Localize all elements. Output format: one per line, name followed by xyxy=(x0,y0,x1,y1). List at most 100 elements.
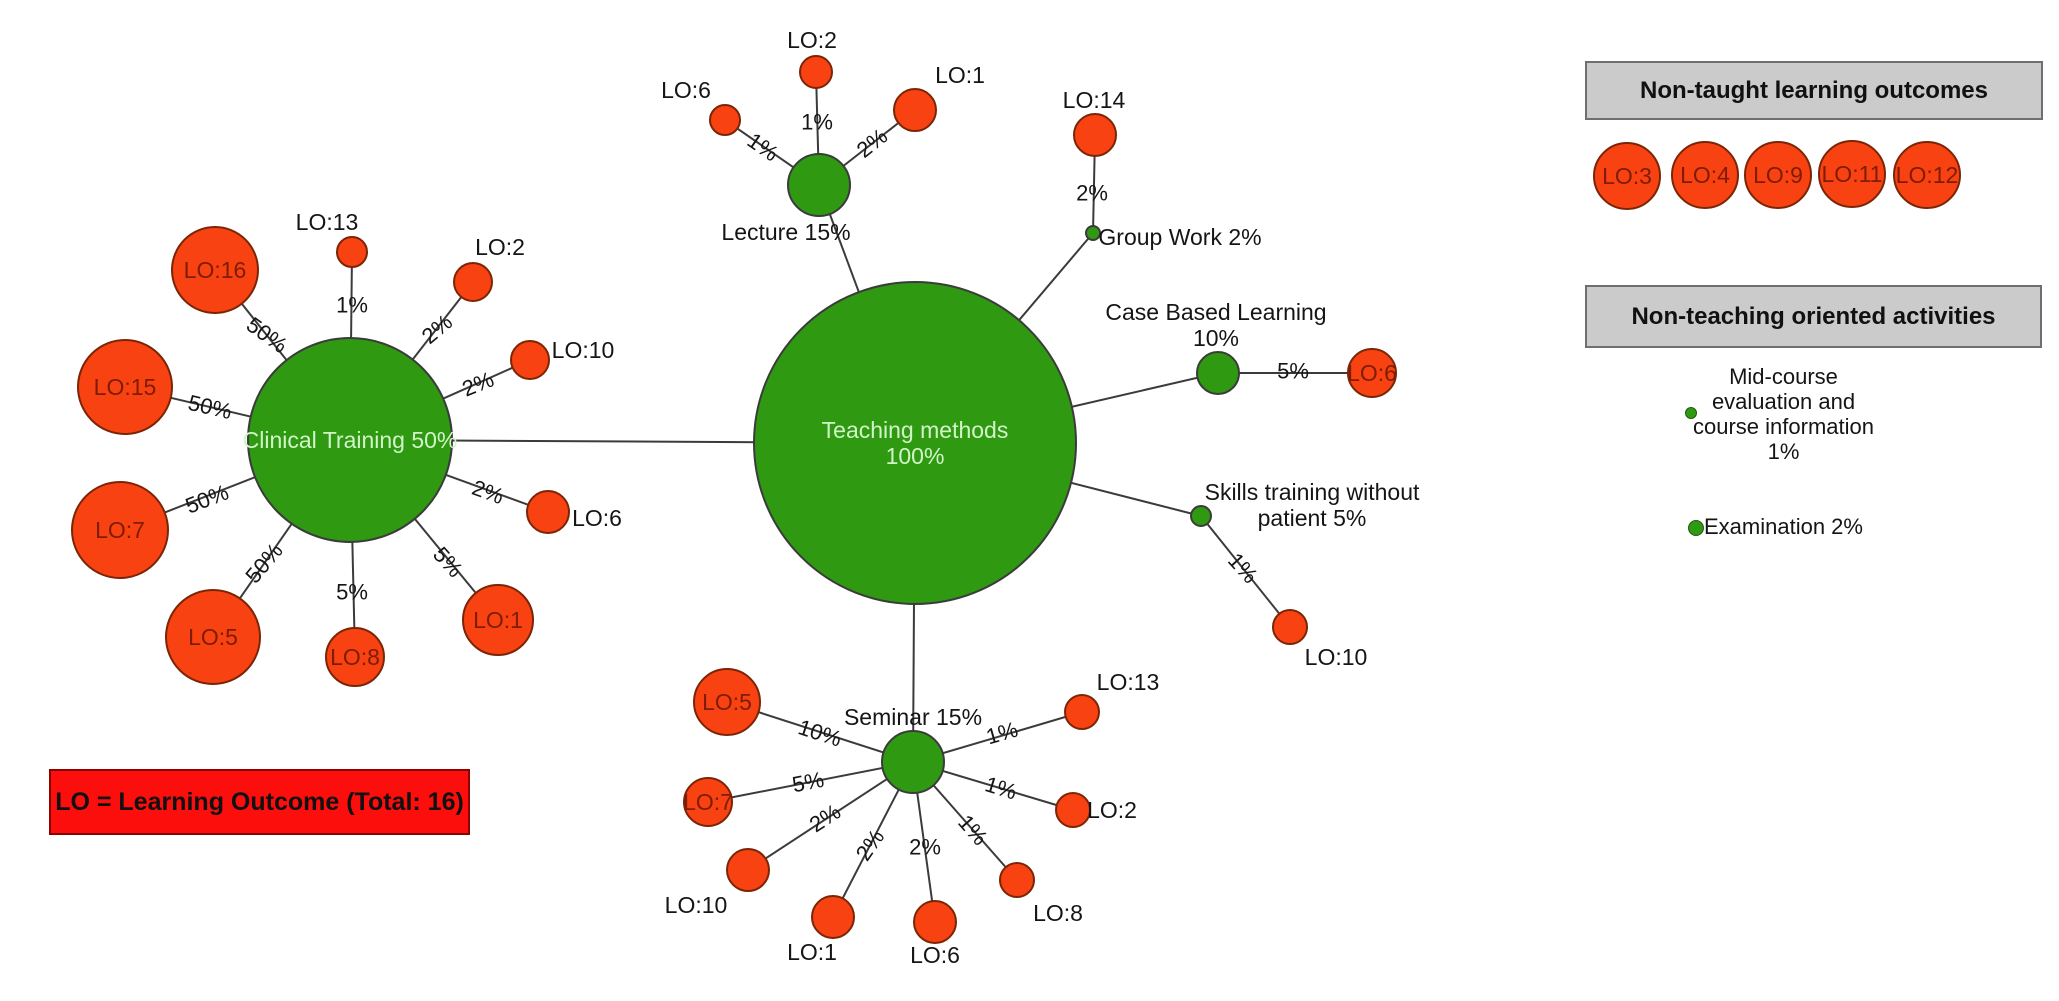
node-label-cl_lo2: LO:2 xyxy=(475,234,525,260)
edge-label-lecture-lec_lo6: 1% xyxy=(743,128,783,167)
edge-label-clinical-cl_lo8: 5% xyxy=(336,580,368,605)
node-label-sem_lo13: LO:13 xyxy=(1097,669,1160,695)
node-label-lec_lo1: LO:1 xyxy=(935,62,985,88)
node-label-sem_lo1: LO:1 xyxy=(787,939,837,965)
node-skills xyxy=(1190,505,1212,527)
edge-label-seminar-sem_lo13: 1% xyxy=(983,717,1020,750)
node-sem_lo8 xyxy=(999,862,1035,898)
node-label-cl_lo1: LO:1 xyxy=(473,607,523,633)
node-label-seminar: Seminar 15% xyxy=(844,704,982,730)
node-label-cbl-line-2: 10% xyxy=(1193,325,1239,351)
examination-dot xyxy=(1688,520,1704,536)
edge-label-seminar-sem_lo6: 2% xyxy=(909,835,941,860)
node-lec_lo6 xyxy=(709,104,741,136)
node-label-sem_lo6: LO:6 xyxy=(910,942,960,968)
node-nt_lo3 xyxy=(1593,142,1661,210)
edge-label-cbl-cbl_lo6: 5% xyxy=(1277,359,1309,384)
midcourse-line-2: evaluation and xyxy=(1711,389,1856,414)
node-cbl_lo6 xyxy=(1347,348,1397,398)
node-nt_lo11 xyxy=(1818,140,1886,208)
node-label-clinical: Clinical Training 50% xyxy=(243,427,458,453)
edge-seminar-sem_lo7 xyxy=(707,761,914,803)
edge-label-seminar-sem_lo8: 1% xyxy=(953,810,993,850)
node-cl_lo5 xyxy=(165,589,261,685)
edge-label-seminar-sem_lo1: 2% xyxy=(851,825,890,865)
edge-label-clinical-cl_lo6: 2% xyxy=(469,475,507,509)
node-label-lec_lo2: LO:2 xyxy=(787,27,837,53)
edge-label-clinical-cl_lo2: 2% xyxy=(417,309,457,349)
node-cl_lo16 xyxy=(171,226,259,314)
node-label-sem_lo8: LO:8 xyxy=(1033,900,1083,926)
edge-label-skills-sk_lo10: 1% xyxy=(1223,548,1263,588)
node-sem_lo5 xyxy=(693,668,761,736)
node-label-lecture: Lecture 15% xyxy=(721,219,850,245)
node-sem_lo10 xyxy=(726,848,770,892)
node-cbl xyxy=(1196,351,1240,395)
node-label-cl_lo13: LO:13 xyxy=(296,209,359,235)
node-label-nt_lo11: LO:11 xyxy=(1822,161,1883,187)
node-lecture xyxy=(787,153,851,217)
node-label-cl_lo8: LO:8 xyxy=(330,644,380,670)
edge-label-seminar-sem_lo2: 1% xyxy=(982,771,1020,804)
node-label-sem_lo5: LO:5 xyxy=(702,689,752,715)
edge-label-clinical-cl_lo7: 50% xyxy=(182,479,232,518)
node-label-groupwork: Group Work 2% xyxy=(1098,224,1261,250)
node-cl_lo15 xyxy=(77,339,173,435)
edge-label-seminar-sem_lo7: 5% xyxy=(790,767,826,798)
node-label-teaching-line-1: Teaching methods xyxy=(822,417,1009,443)
node-label-lec_lo6: LO:6 xyxy=(661,77,711,103)
node-nt_lo9 xyxy=(1744,141,1812,209)
node-label-sem_lo10: LO:10 xyxy=(665,892,728,918)
node-cl_lo8 xyxy=(325,627,385,687)
node-cl_lo13 xyxy=(336,236,368,268)
edge-label-clinical-cl_lo13: 1% xyxy=(336,293,368,318)
node-label-nt_lo9: LO:9 xyxy=(1753,162,1803,188)
node-label-cl_lo15: LO:15 xyxy=(94,374,157,400)
node-label-skills-line-1: Skills training without xyxy=(1205,479,1420,505)
node-lec_lo1 xyxy=(893,88,937,132)
edge-label-lecture-lec_lo2: 1% xyxy=(801,110,833,135)
node-label-sem_lo2: LO:2 xyxy=(1087,797,1137,823)
node-label-cl_lo10: LO:10 xyxy=(552,337,615,363)
node-groupwork xyxy=(1085,225,1101,241)
edge-label-seminar-sem_lo10: 2% xyxy=(805,799,845,837)
node-sem_lo2 xyxy=(1055,792,1091,828)
node-cl_lo1 xyxy=(462,584,534,656)
edge-label-groupwork-lo14: 2% xyxy=(1076,181,1108,206)
node-cl_lo6 xyxy=(526,490,570,534)
node-nt_lo12 xyxy=(1893,141,1961,209)
node-cl_lo10 xyxy=(510,340,550,380)
non-teaching-activities-panel-title: Non-teaching oriented activities xyxy=(1585,285,2042,348)
midcourse-evaluation-label: Mid-course evaluation and course informa… xyxy=(1660,364,1907,464)
legend-box: LO = Learning Outcome (Total: 16) xyxy=(49,769,470,835)
node-label-lo14: LO:14 xyxy=(1063,87,1126,113)
node-nt_lo4 xyxy=(1671,141,1739,209)
midcourse-evaluation-dot xyxy=(1685,407,1697,419)
node-label-sem_lo7: LO:7 xyxy=(683,789,733,815)
examination-label: Examination 2% xyxy=(1704,514,1863,539)
edge-label-clinical-cl_lo16: 50% xyxy=(242,312,292,358)
edge-skills-sk_lo10 xyxy=(1200,515,1291,628)
node-sem_lo1 xyxy=(811,895,855,939)
node-label-cl_lo16: LO:16 xyxy=(184,257,247,283)
node-cl_lo2 xyxy=(453,262,493,302)
edge-label-lecture-lec_lo1: 2% xyxy=(852,123,892,162)
midcourse-line-1: Mid-course xyxy=(1729,364,1838,389)
node-sem_lo13 xyxy=(1064,694,1100,730)
node-label-cbl-line-1: Case Based Learning xyxy=(1105,299,1326,325)
node-sem_lo7 xyxy=(683,777,733,827)
node-label-cl_lo7: LO:7 xyxy=(95,517,145,543)
node-teaching xyxy=(753,281,1077,605)
node-lo14 xyxy=(1073,113,1117,157)
node-cl_lo7 xyxy=(71,481,169,579)
edge-label-clinical-cl_lo15: 50% xyxy=(186,390,235,424)
non-taught-outcomes-panel-title: Non-taught learning outcomes xyxy=(1585,61,2043,120)
node-clinical xyxy=(247,337,453,543)
node-label-sk_lo10: LO:10 xyxy=(1305,644,1368,670)
node-label-nt_lo3: LO:3 xyxy=(1602,163,1652,189)
edge-seminar-sem_lo10 xyxy=(747,761,914,871)
node-label-teaching-line-2: 100% xyxy=(886,443,945,469)
midcourse-line-3: course information xyxy=(1693,414,1874,439)
